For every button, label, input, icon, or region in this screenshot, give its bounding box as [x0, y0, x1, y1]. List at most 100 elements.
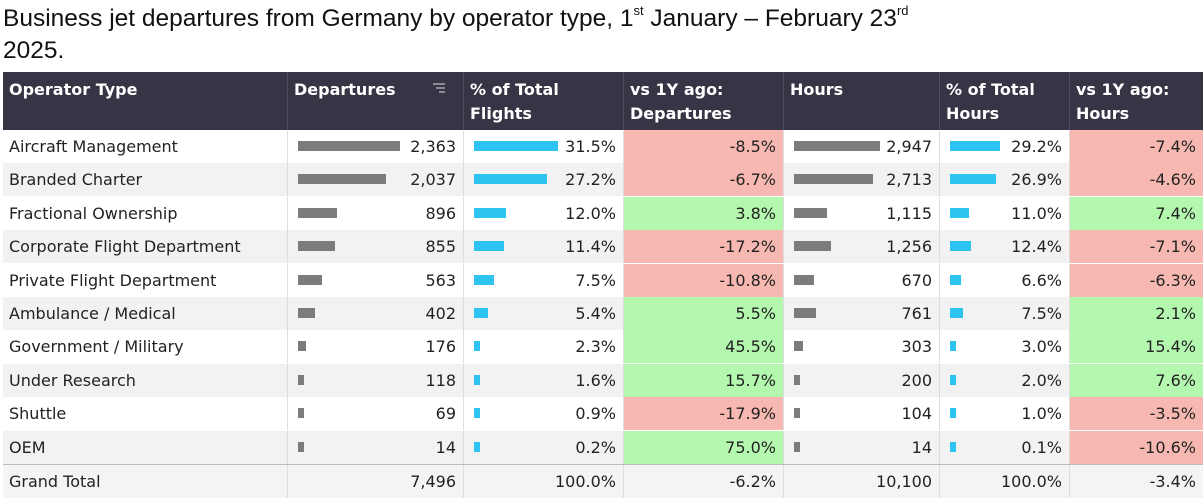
table-row[interactable]: Under Research 118 1.6% 15.7% 200 2.0% 7.6% — [3, 363, 1203, 397]
pct-flights-cell: 2.3% — [463, 330, 623, 364]
yoy-hours-value: -7.1% — [1149, 237, 1196, 257]
yoy-departures-value: 3.8% — [735, 203, 776, 223]
pct-flights-value: 31.5% — [565, 137, 616, 156]
table-row[interactable]: Private Flight Department 563 7.5% -10.8% 67… — [3, 263, 1203, 297]
departures-bar — [298, 341, 306, 352]
departures-bar — [298, 441, 304, 452]
operator-cell: Ambulance / Medical — [9, 304, 176, 323]
header-yoy-hours[interactable]: vs 1Y ago: Hours — [1069, 72, 1203, 130]
table-row[interactable]: Fractional Ownership 896 12.0% 3.8% 1,115 11.… — [3, 196, 1203, 230]
pct-flights-cell: 27.2% — [463, 163, 623, 197]
hours-value: 303 — [901, 337, 932, 357]
header-pct-hours[interactable]: % of Total Hours — [939, 72, 1069, 130]
yoy-departures-cell: -10.8% — [623, 263, 783, 297]
hours-bar — [794, 308, 817, 318]
sort-descending-icon[interactable] — [433, 83, 445, 93]
header-hours[interactable]: Hours — [783, 72, 939, 130]
hours-cell: 104 — [783, 397, 939, 431]
header-pct-flights[interactable]: % of Total Flights — [463, 72, 623, 130]
table-row[interactable]: Ambulance / Medical 402 5.4% 5.5% 761 7.5% 2.1… — [3, 297, 1203, 330]
yoy-hours-cell: 2.1% — [1069, 297, 1203, 330]
table-row[interactable]: Shuttle 69 0.9% -17.9% 104 1.0% -3.5% — [3, 397, 1203, 431]
pct-flights-bar — [474, 308, 489, 318]
yoy-departures-cell: 15.7% — [623, 363, 783, 397]
operator-cell: Private Flight Department — [9, 270, 217, 290]
hours-cell: 200 — [783, 363, 939, 397]
pct-hours-value: 29.2% — [1011, 137, 1062, 156]
pct-flights-cell: 0.9% — [463, 397, 623, 431]
header-departures[interactable]: Departures — [287, 72, 463, 130]
pct-flights-value: 0.2% — [575, 437, 616, 457]
departures-cell: 69 — [287, 397, 463, 431]
hours-cell: 1,115 — [783, 196, 939, 230]
pct-flights-value: 27.2% — [565, 170, 616, 190]
hours-bar — [794, 141, 880, 151]
departures-cell: 118 — [287, 363, 463, 397]
hours-bar — [794, 374, 800, 385]
pct-hours-bar — [950, 241, 972, 252]
yoy-departures-cell: 75.0% — [623, 430, 783, 464]
yoy-departures-value: -6.7% — [729, 170, 776, 190]
pct-hours-cell: 2.0% — [939, 363, 1069, 397]
header-operator-type[interactable]: Operator Type — [3, 72, 287, 130]
hours-bar — [794, 408, 800, 419]
total-yoy-hours-cell: -3.4% — [1069, 465, 1203, 498]
hours-value: 1,256 — [886, 237, 932, 257]
yoy-hours-value: -7.4% — [1149, 137, 1196, 156]
yoy-hours-value: -4.6% — [1149, 170, 1196, 190]
hours-bar — [794, 241, 831, 252]
departures-value: 402 — [425, 304, 456, 323]
table-row[interactable]: Government / Military 176 2.3% 45.5% 303 3.0%… — [3, 330, 1203, 364]
hours-bar — [794, 174, 874, 185]
pct-flights-cell: 31.5% — [463, 130, 623, 163]
departures-bar — [298, 174, 386, 185]
header-yoy-departures[interactable]: vs 1Y ago: Departures — [623, 72, 783, 130]
pct-hours-bar — [950, 441, 956, 452]
yoy-departures-value: 5.5% — [735, 304, 776, 323]
pct-flights-bar — [474, 141, 558, 151]
pct-flights-value: 1.6% — [575, 370, 616, 390]
table-row[interactable]: Aircraft Management 2,363 31.5% -8.5% 2,947 2… — [3, 130, 1203, 163]
departures-cell: 896 — [287, 196, 463, 230]
pct-flights-cell: 12.0% — [463, 196, 623, 230]
total-pct-hours-value: 100.0% — [1000, 472, 1062, 491]
title-part-3: 2025. — [3, 37, 65, 64]
total-departures-value: 7,496 — [410, 472, 456, 491]
pct-hours-bar — [950, 274, 962, 285]
pct-hours-cell: 7.5% — [939, 297, 1069, 330]
yoy-departures-value: 45.5% — [725, 337, 776, 357]
yoy-hours-cell: -10.6% — [1069, 430, 1203, 464]
operator-cell: Shuttle — [9, 404, 67, 424]
hours-value: 670 — [901, 270, 932, 290]
pct-flights-bar — [474, 441, 480, 452]
hours-bar — [794, 341, 803, 352]
departures-value: 2,037 — [410, 170, 456, 190]
pct-flights-cell: 0.2% — [463, 430, 623, 464]
pct-hours-value: 1.0% — [1021, 404, 1062, 424]
yoy-departures-value: -17.2% — [719, 237, 776, 257]
table-row[interactable]: Branded Charter 2,037 27.2% -6.7% 2,713 26.9%… — [3, 163, 1203, 197]
yoy-hours-value: -6.3% — [1149, 270, 1196, 290]
pct-flights-cell: 5.4% — [463, 297, 623, 330]
departures-cell: 176 — [287, 330, 463, 364]
header-yoy-departures-line-1: vs 1Y ago: — [630, 80, 724, 99]
pct-hours-cell: 3.0% — [939, 330, 1069, 364]
yoy-departures-cell: -17.2% — [623, 230, 783, 264]
pct-hours-value: 0.1% — [1021, 437, 1062, 457]
pct-hours-value: 12.4% — [1011, 237, 1062, 257]
table-row[interactable]: Corporate Flight Department 855 11.4% -17.2… — [3, 230, 1203, 264]
hours-cell: 14 — [783, 430, 939, 464]
pct-hours-value: 2.0% — [1021, 370, 1062, 390]
departures-value: 176 — [425, 337, 456, 357]
departures-bar — [298, 274, 323, 285]
pct-flights-cell: 11.4% — [463, 230, 623, 264]
hours-value: 200 — [901, 370, 932, 390]
departures-bar — [298, 374, 304, 385]
hours-cell: 761 — [783, 297, 939, 330]
departures-value: 855 — [425, 237, 456, 257]
operator-cell: Branded Charter — [9, 170, 143, 190]
yoy-hours-value: -10.6% — [1139, 437, 1196, 457]
pct-hours-cell: 26.9% — [939, 163, 1069, 197]
operator-cell: Fractional Ownership — [9, 203, 178, 223]
table-row[interactable]: OEM 14 0.2% 75.0% 14 0.1% -10.6% — [3, 430, 1203, 464]
